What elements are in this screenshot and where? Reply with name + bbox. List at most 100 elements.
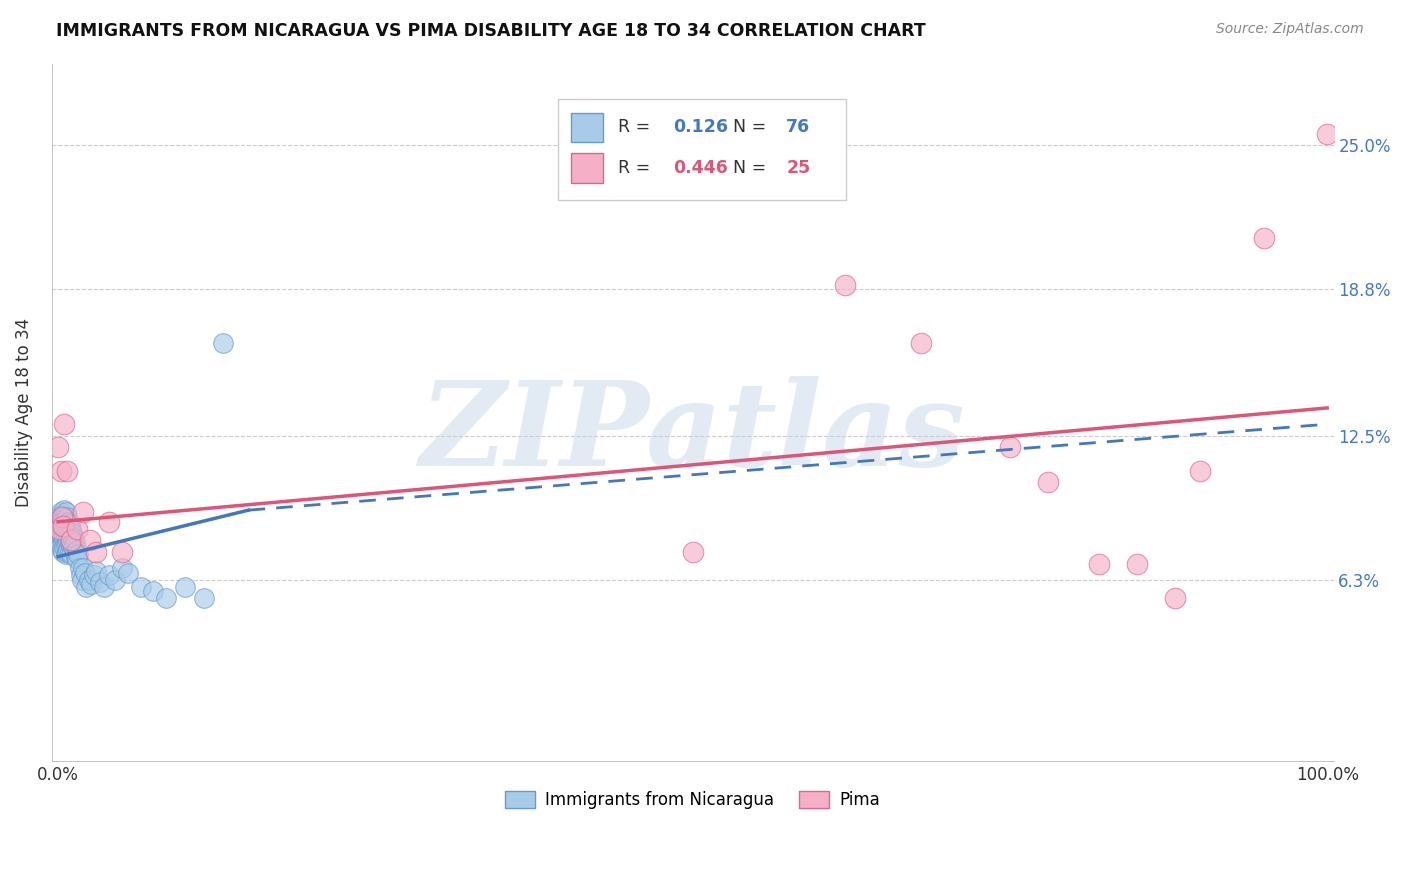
Point	[49, 515, 72, 529]
Point	[53, 531, 76, 545]
Point	[60, 535, 83, 549]
Point	[59, 522, 82, 536]
Point	[58, 542, 80, 557]
Point	[55, 519, 77, 533]
FancyBboxPatch shape	[558, 99, 846, 200]
Point	[97, 515, 120, 529]
Point	[58, 517, 80, 532]
Point	[62, 541, 84, 555]
Point	[72, 506, 94, 520]
Text: 76: 76	[786, 119, 810, 136]
Point	[51, 508, 73, 522]
Point	[66, 522, 89, 536]
Point	[1253, 231, 1275, 245]
Bar	[571, 153, 603, 183]
Point	[212, 335, 235, 350]
Point	[48, 522, 70, 536]
Point	[142, 584, 165, 599]
Point	[1126, 557, 1149, 571]
Text: Source: ZipAtlas.com: Source: ZipAtlas.com	[1216, 22, 1364, 37]
Point	[129, 580, 152, 594]
Point	[53, 417, 76, 432]
Point	[53, 522, 76, 536]
Point	[55, 506, 77, 520]
Point	[56, 517, 79, 532]
Point	[1087, 557, 1109, 571]
Point	[63, 535, 86, 549]
Point	[910, 335, 932, 350]
Point	[1036, 475, 1059, 490]
Point	[110, 561, 132, 575]
Point	[55, 547, 77, 561]
Point	[51, 529, 73, 543]
Point	[1316, 127, 1339, 141]
Point	[55, 538, 77, 552]
Point	[682, 545, 704, 559]
Point	[56, 545, 79, 559]
Point	[53, 541, 76, 555]
Point	[56, 535, 79, 549]
Point	[46, 441, 69, 455]
Text: N =: N =	[723, 119, 772, 136]
Point	[70, 568, 93, 582]
Text: R =: R =	[619, 159, 657, 177]
Point	[193, 591, 215, 606]
Point	[72, 561, 94, 575]
Point	[58, 515, 80, 529]
Point	[55, 529, 77, 543]
Point	[66, 552, 89, 566]
Point	[51, 522, 73, 536]
Point	[56, 464, 79, 478]
Point	[48, 510, 70, 524]
Point	[80, 577, 103, 591]
Point	[834, 277, 856, 292]
Text: R =: R =	[619, 119, 657, 136]
Point	[56, 526, 79, 541]
Point	[1164, 591, 1187, 606]
Point	[58, 533, 80, 548]
Text: IMMIGRANTS FROM NICARAGUA VS PIMA DISABILITY AGE 18 TO 34 CORRELATION CHART: IMMIGRANTS FROM NICARAGUA VS PIMA DISABI…	[56, 22, 927, 40]
Point	[49, 506, 72, 520]
Point	[52, 526, 75, 541]
Point	[53, 503, 76, 517]
Point	[52, 510, 75, 524]
Point	[75, 580, 97, 594]
Point	[84, 564, 107, 578]
Point	[55, 512, 77, 526]
Point	[58, 526, 80, 541]
Bar	[571, 113, 603, 142]
Point	[104, 573, 127, 587]
Point	[49, 464, 72, 478]
Point	[59, 547, 82, 561]
Point	[59, 533, 82, 548]
Point	[97, 568, 120, 582]
Text: 0.446: 0.446	[673, 159, 728, 177]
Point	[83, 568, 105, 582]
Point	[52, 535, 75, 549]
Point	[66, 542, 89, 557]
Point	[155, 591, 177, 606]
Point	[89, 575, 111, 590]
Point	[59, 538, 82, 552]
Point	[117, 566, 139, 580]
Y-axis label: Disability Age 18 to 34: Disability Age 18 to 34	[15, 318, 32, 508]
Point	[58, 524, 80, 538]
Point	[49, 538, 72, 552]
Point	[73, 566, 96, 580]
Point	[52, 545, 75, 559]
Point	[1189, 464, 1212, 478]
Point	[51, 515, 73, 529]
Point	[70, 573, 93, 587]
Point	[174, 580, 197, 594]
Point	[998, 441, 1021, 455]
Point	[79, 533, 101, 548]
Point	[58, 535, 80, 549]
Point	[67, 547, 90, 561]
Point	[51, 510, 73, 524]
Point	[48, 522, 70, 536]
Point	[60, 526, 83, 541]
Point	[62, 531, 84, 545]
Text: 0.126: 0.126	[673, 119, 728, 136]
Point	[53, 512, 76, 526]
Point	[52, 519, 75, 533]
